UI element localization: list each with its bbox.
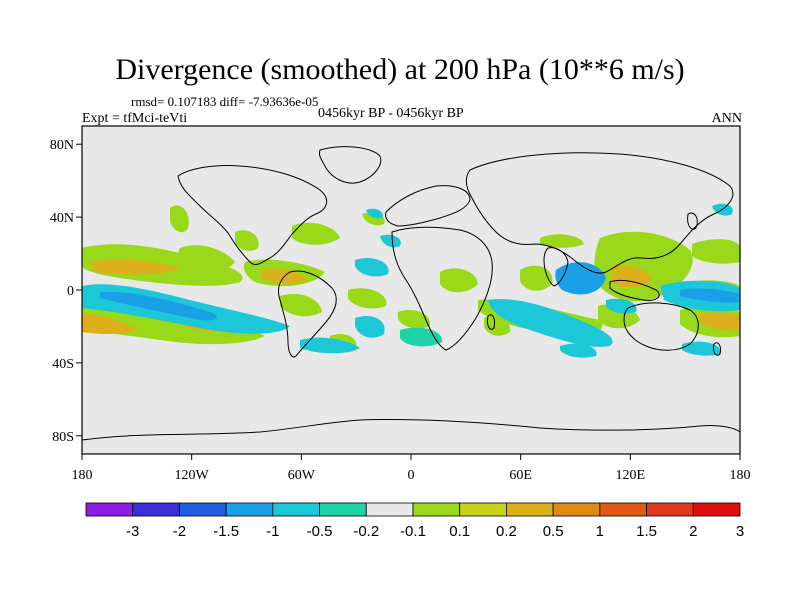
contour-negative-pacific-core	[100, 291, 218, 321]
colorbar-label: 0.2	[496, 523, 517, 540]
lat-tick-label: 40N	[50, 211, 74, 226]
colorbar-swatch	[85, 502, 134, 517]
coastline-antarctica	[82, 418, 740, 441]
contour-negative-south-atlantic-band	[300, 337, 360, 354]
colorbar-swatch	[272, 502, 320, 517]
contour-negative-indian-ocean-band	[488, 298, 613, 347]
lat-tick-label: 80N	[50, 138, 74, 153]
contour-negative-tropical-atlantic	[355, 257, 389, 277]
lon-tick-label: 180	[72, 468, 93, 483]
colorbar: -3 -2 -1.5 -1 -0.5 -0.2 -0.1 0.1 0.2 0.5 1 1.5 2 3	[85, 502, 744, 540]
contour-negative-south-indian	[380, 234, 401, 248]
contour-negative-north-atlantic	[366, 208, 383, 219]
contour-negative-south-america	[355, 315, 385, 338]
colorbar-label: -0.5	[307, 523, 333, 540]
lat-tick-label: 80S	[52, 430, 74, 445]
period-label: 0456kyr BP - 0456kyr BP	[318, 106, 464, 121]
colorbar-swatch	[459, 502, 507, 517]
colorbar-label: 2	[689, 523, 697, 540]
longitude-axis: 180 120W 60W 0 60E 120E 180	[72, 454, 751, 483]
rmsd-stats: rmsd= 0.107183 diff= -7.93636e-05	[131, 94, 319, 109]
coastline-indonesia	[609, 279, 660, 301]
colorbar-label: -1	[266, 523, 279, 540]
latitude-axis: 80N 40N 0 40S 80S	[50, 138, 82, 445]
colorbar-swatch	[506, 502, 554, 517]
lat-tick-label: 40S	[52, 357, 74, 372]
contour-positive-north-africa	[440, 268, 478, 293]
coastline-india	[543, 247, 569, 287]
coastline-asia	[465, 152, 734, 274]
coastline-europe	[385, 185, 471, 227]
contour-positive-caribbean	[292, 222, 340, 245]
lat-tick-label: 0	[67, 284, 74, 299]
contour-positive-arabian-sea	[520, 265, 553, 291]
coastline-north-america	[177, 165, 328, 265]
coastline-madagascar	[487, 314, 495, 330]
contour-negative-west-pacific-core	[680, 288, 740, 303]
colorbar-swatch	[692, 502, 741, 517]
lon-tick-label: 120E	[616, 468, 646, 483]
colorbar-swatch	[552, 502, 601, 517]
colorbar-swatch	[412, 502, 461, 517]
colorbar-label: 1.5	[636, 523, 657, 540]
coastline-africa	[391, 226, 493, 351]
contour-positive-west-pacific	[692, 239, 740, 264]
contour-positive-north-america	[235, 230, 259, 251]
contour-positive-central-pacific	[178, 245, 235, 271]
experiment-label: Expt = tfMci-teVti	[82, 111, 188, 126]
contour-positive-amazon	[280, 293, 322, 317]
divergence-field	[82, 203, 740, 358]
contour-positive-eurasia	[540, 234, 584, 248]
lon-tick-label: 60W	[288, 468, 316, 483]
colorbar-label: -1.5	[213, 523, 239, 540]
colorbar-swatch	[225, 502, 274, 517]
colorbar-label: -2	[173, 523, 186, 540]
coastline-new-zealand	[713, 342, 721, 356]
lon-tick-label: 0	[408, 468, 415, 483]
contour-positive-pacific-south-band	[82, 305, 265, 345]
colorbar-swatch	[179, 502, 227, 517]
colorbar-label: -0.1	[400, 523, 426, 540]
colorbar-label: 0.5	[543, 523, 564, 540]
colorbar-label: 3	[736, 523, 744, 540]
contour-negative-south-pacific-far	[682, 341, 721, 356]
coastline-japan	[687, 212, 698, 230]
contour-positive-atlantic-south-patch	[398, 309, 431, 329]
plot-title: Divergence (smoothed) at 200 hPa (10**6 …	[115, 53, 685, 86]
coastline-south-america	[277, 270, 337, 358]
colorbar-swatch	[319, 502, 367, 517]
colorbar-label: 1	[596, 523, 604, 540]
colorbar-swatch	[646, 502, 694, 517]
contour-negative-north-indian	[555, 262, 606, 295]
colorbar-swatch	[132, 502, 180, 517]
contour-positive-southeast-asia-core	[612, 265, 652, 288]
colorbar-swatch	[599, 502, 647, 517]
contour-negative-south-pacific-west	[560, 343, 597, 358]
lon-tick-label: 120W	[175, 468, 210, 483]
contour-positive-atlantic-equator	[348, 288, 387, 309]
coastline-australia	[623, 302, 699, 351]
coastline-greenland	[319, 146, 382, 184]
contour-positive-north-pacific	[170, 205, 189, 233]
contour-negative-maritime-continent	[606, 298, 637, 314]
colorbar-label: -3	[126, 523, 139, 540]
colorbar-swatch	[365, 502, 414, 517]
colorbar-label: 0.1	[449, 523, 470, 540]
contour-positive-pacific-south-core	[82, 313, 140, 334]
contour-positive-south-pacific-core	[700, 312, 740, 331]
coastlines	[82, 146, 740, 441]
contour-positive-west-pacific-north-core	[90, 259, 180, 275]
lon-tick-label: 60E	[509, 468, 532, 483]
season-label: ANN	[711, 111, 742, 126]
colorbar-label: -0.2	[353, 523, 379, 540]
lon-tick-label: 180	[730, 468, 751, 483]
